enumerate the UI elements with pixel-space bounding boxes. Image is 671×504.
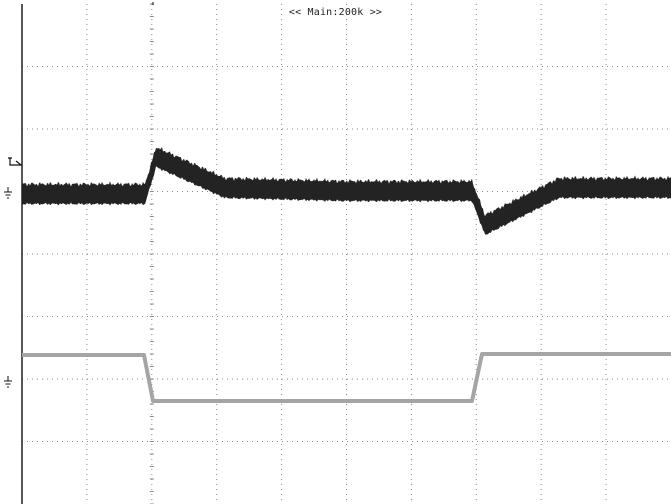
graticule bbox=[22, 3, 671, 504]
channel-2-trace bbox=[22, 352, 671, 403]
timebase-label: << Main:200k >> bbox=[288, 7, 383, 18]
waveform-traces bbox=[22, 147, 671, 403]
channel-markers bbox=[4, 157, 23, 388]
trigger-level-icon bbox=[8, 157, 23, 166]
ground-symbol-icon bbox=[4, 187, 12, 199]
screen-border bbox=[21, 2, 154, 504]
ground-symbol-icon bbox=[4, 376, 12, 388]
channel-1-trace bbox=[22, 147, 671, 235]
